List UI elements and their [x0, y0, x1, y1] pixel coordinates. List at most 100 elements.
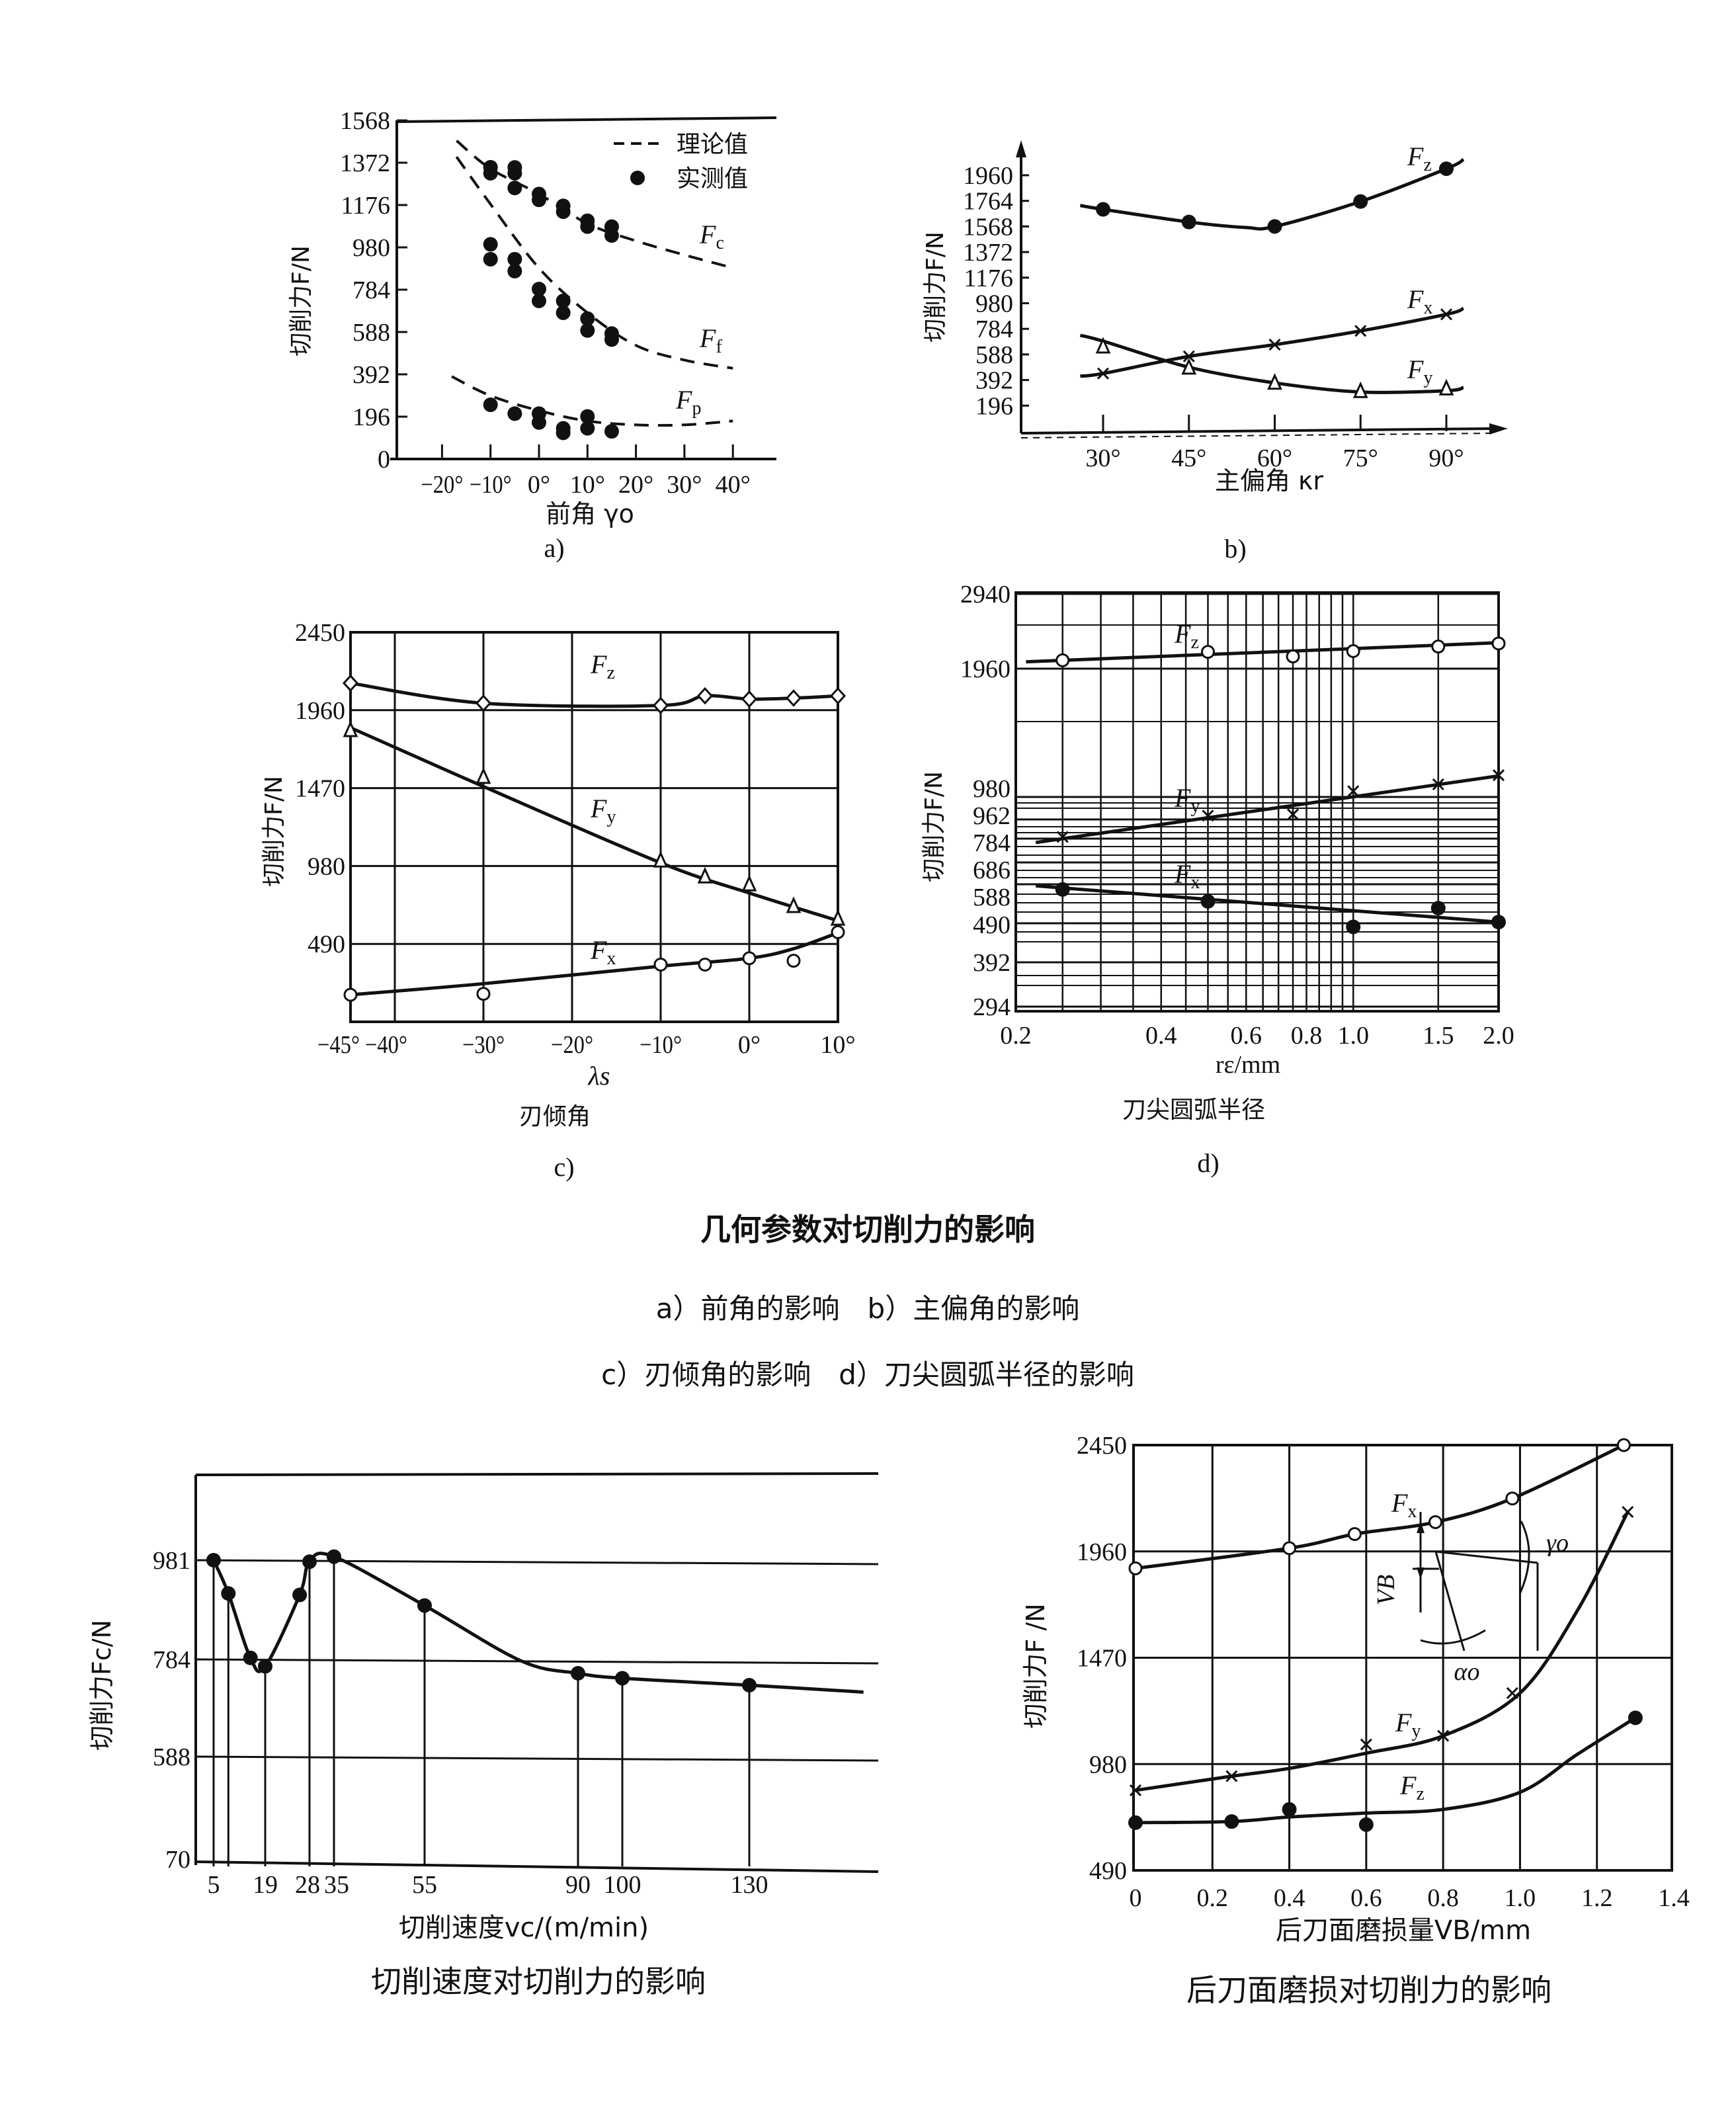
data-point-circle: [653, 957, 668, 972]
data-point-cross: [1622, 1505, 1634, 1519]
series-label-sub: x: [1190, 872, 1200, 893]
data-point-triangle: [1438, 378, 1454, 396]
series-2: Fx: [1036, 859, 1506, 935]
data-point-circle: [1616, 1438, 1631, 1452]
data-point-dot: [742, 1678, 757, 1692]
data-point-circle: [1282, 1541, 1297, 1556]
series-1: Fy: [1035, 769, 1505, 845]
series-label: Fy: [1407, 354, 1432, 388]
data-point-cross: [1506, 1687, 1518, 1700]
y-tick-label: 686: [973, 856, 1011, 884]
series-label-main: F: [699, 323, 716, 353]
rake-face-line: [1435, 1550, 1538, 1564]
x-tick-label: 1.0: [1337, 1022, 1369, 1050]
data-point-triangle: [1095, 337, 1111, 354]
x-tick-label: 1.5: [1423, 1022, 1454, 1050]
data-point-triangle: [1267, 373, 1282, 390]
panel-label: c): [554, 1152, 574, 1182]
legend-measured: 实测值: [677, 165, 748, 192]
x-tick-label: 40°: [716, 471, 751, 499]
series-0: Fc: [456, 140, 733, 269]
x-tick-label: 0.6: [1231, 1022, 1262, 1050]
y-tick-label: 1568: [963, 213, 1013, 241]
data-point-dot: [1055, 882, 1070, 897]
x-tick-label: 30°: [1085, 444, 1120, 472]
series-label-sub: z: [1423, 155, 1431, 175]
x-tick-label: 0.8: [1291, 1022, 1323, 1050]
data-point-dot: [1128, 1815, 1143, 1830]
y-axis-arrow-icon: [1016, 140, 1026, 157]
series-label-main: F: [1174, 859, 1191, 889]
series-label-main: F: [1399, 1771, 1417, 1800]
data-point-diamond: [475, 694, 492, 712]
data-point-dot: [221, 1586, 236, 1601]
data-point-diamond: [342, 674, 359, 692]
data-point-dot: [571, 1666, 585, 1681]
panel-subtitle: 刀尖圆弧半径: [1122, 1097, 1265, 1124]
x-tick-label: 0.4: [1145, 1022, 1177, 1050]
y-tick-label: 981: [153, 1547, 190, 1575]
y-tick-label: 784: [153, 1646, 190, 1674]
legend-dot: [630, 171, 645, 185]
series-curve: [350, 681, 839, 708]
sub-caption-cd: c）刃倾角的影响 d）刀尖圆弧半径的影响: [601, 1358, 1134, 1391]
chart-f-flank-wear: 490 980 1470 1960 2450 0 0.2 0.4 0.6 0.8 1.0 1.2 1.4…: [1021, 1432, 1690, 2008]
data-point-dot: [1267, 219, 1282, 234]
series-curve: [1135, 1443, 1625, 1570]
series-curve: [456, 140, 733, 269]
series-label: Fz: [590, 649, 615, 683]
series-label-sub: x: [606, 948, 616, 969]
x-tick-label: 0.2: [1000, 1022, 1032, 1050]
data-point-dot: [1346, 919, 1361, 935]
x-tick-label: 0°: [528, 471, 550, 499]
chart-title: 切削速度对切削力的影响: [371, 1964, 706, 1999]
y-tick-label: 588: [153, 1743, 190, 1771]
h-grid-line: [195, 1755, 879, 1762]
data-point-circle: [1491, 636, 1506, 651]
x-tick-label: −10°: [640, 1031, 682, 1059]
data-point-dot: [1358, 1817, 1374, 1832]
data-point-cross: [1286, 808, 1300, 821]
data-point-dot: [292, 1587, 308, 1603]
series-label-sub: x: [1407, 1501, 1417, 1522]
series-curve: [349, 726, 839, 923]
series-label-main: F: [590, 794, 607, 823]
y-tick-label: 980: [975, 290, 1013, 318]
series-2: Fx: [343, 925, 845, 1002]
series-label-sub: y: [606, 807, 616, 827]
y-tick-label: 294: [973, 993, 1011, 1021]
arrow-icon: [1417, 1567, 1425, 1579]
data-point-circle: [343, 987, 358, 1002]
data-point-triangle: [1352, 381, 1368, 398]
data-point-dot: [556, 204, 571, 220]
data-point-circle: [698, 957, 712, 972]
data-point-dot: [483, 397, 498, 413]
plot-frame: [349, 631, 839, 1023]
series-label-main: F: [675, 385, 692, 415]
series-label: Fx: [1174, 859, 1200, 893]
series-label-main: F: [1174, 619, 1191, 649]
y-tick-label: 1470: [1077, 1645, 1127, 1673]
top-border: [195, 1472, 879, 1476]
y-tick-label: 2450: [295, 619, 345, 647]
x-tick-label: 5: [208, 1871, 220, 1899]
legend-theory: 理论值: [677, 131, 748, 158]
y-tick-label: 392: [975, 367, 1013, 395]
series-0: Fz: [1026, 619, 1506, 667]
data-point-triangle: [741, 874, 757, 892]
series-0: Fz: [1079, 142, 1465, 234]
y-axis-title: 切削力F /N: [1021, 1603, 1050, 1728]
series-0: [206, 1549, 864, 1694]
data-point-dot: [556, 305, 571, 320]
data-point-circle: [1431, 640, 1446, 654]
data-point-diamond: [829, 687, 847, 705]
data-point-circle: [1505, 1491, 1520, 1506]
series-label: Fc: [699, 220, 724, 253]
series-label: Fx: [1391, 1488, 1417, 1522]
data-point-cross: [1129, 1784, 1142, 1797]
series-label-main: F: [699, 220, 716, 249]
data-point-cross: [1354, 325, 1367, 337]
x-tick-label: 75°: [1343, 444, 1378, 472]
